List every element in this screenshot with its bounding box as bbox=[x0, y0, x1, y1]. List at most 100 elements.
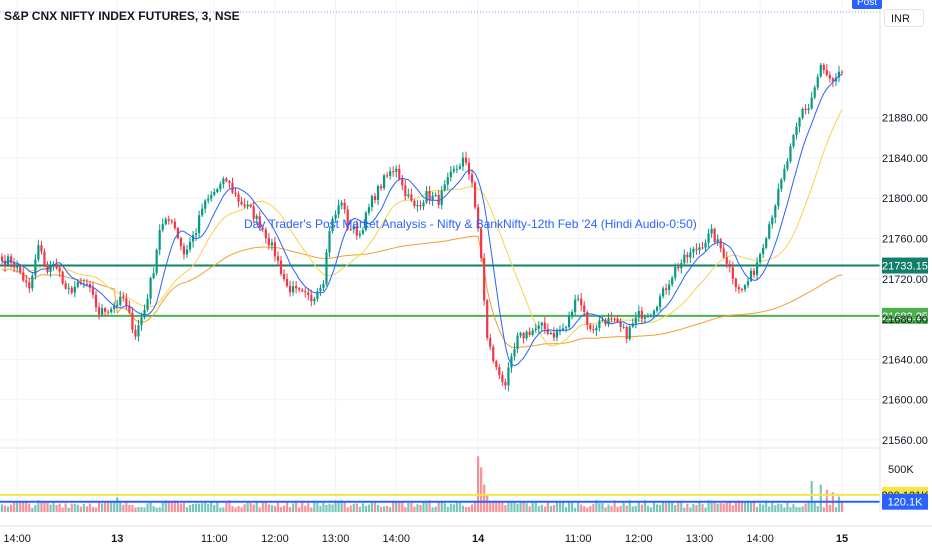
candle bbox=[592, 324, 595, 334]
candle bbox=[725, 251, 728, 269]
volume-bar bbox=[549, 506, 552, 512]
candle bbox=[777, 183, 780, 210]
price-tick-label: 21560.00 bbox=[882, 435, 928, 447]
volume-bar bbox=[85, 506, 89, 512]
volume-bar bbox=[210, 502, 213, 512]
volume-bar bbox=[658, 504, 662, 512]
candle bbox=[216, 187, 219, 194]
volume-bar bbox=[583, 506, 586, 512]
candle bbox=[765, 236, 768, 250]
volume-bar bbox=[492, 501, 495, 512]
price-tick-label: 21760.00 bbox=[882, 234, 928, 246]
candle bbox=[234, 187, 237, 197]
candle bbox=[201, 203, 204, 218]
candle bbox=[110, 306, 113, 315]
candle bbox=[425, 186, 428, 205]
volume-bar bbox=[674, 505, 677, 512]
candle bbox=[480, 227, 483, 262]
volume-bar bbox=[355, 503, 358, 512]
volume-bar bbox=[313, 500, 316, 512]
candle bbox=[167, 215, 170, 225]
candle bbox=[680, 259, 683, 274]
volume-bar bbox=[0, 504, 4, 512]
volume-bar bbox=[370, 502, 374, 512]
chart-annotation[interactable]: Day Trader's Post Market Analysis - Nift… bbox=[244, 217, 697, 231]
candle bbox=[789, 143, 792, 164]
candle bbox=[752, 267, 756, 279]
candle bbox=[574, 294, 577, 317]
volume-bar bbox=[22, 501, 25, 512]
volume-pane: 500K250K200.121K120.1K bbox=[0, 447, 929, 512]
candle bbox=[46, 261, 49, 275]
volume-bar bbox=[343, 500, 346, 512]
volume-bar bbox=[125, 500, 128, 512]
candle bbox=[531, 327, 534, 337]
candle bbox=[188, 237, 192, 253]
volume-bar bbox=[631, 506, 634, 512]
volume-bar bbox=[522, 502, 525, 512]
candle bbox=[104, 306, 107, 316]
volume-bar bbox=[710, 500, 713, 512]
volume-bar bbox=[79, 506, 82, 512]
candle bbox=[270, 238, 273, 251]
candle bbox=[540, 321, 543, 331]
candle bbox=[76, 280, 79, 289]
volume-bar bbox=[722, 503, 725, 512]
candle bbox=[668, 280, 671, 296]
volume-bar bbox=[470, 504, 474, 512]
candle bbox=[707, 228, 710, 248]
price-tick-label: 21600.00 bbox=[882, 395, 928, 407]
volume-bar bbox=[107, 501, 110, 512]
candle bbox=[710, 224, 713, 238]
candle bbox=[655, 305, 659, 313]
candle bbox=[458, 163, 462, 170]
candle bbox=[443, 180, 446, 192]
volume-bar bbox=[167, 500, 170, 512]
candle bbox=[0, 253, 4, 265]
candle bbox=[34, 254, 37, 280]
candle bbox=[813, 85, 816, 100]
volume-bar bbox=[616, 506, 619, 512]
volume-bar bbox=[443, 502, 446, 512]
volume-bar bbox=[228, 500, 231, 512]
volume-bar bbox=[589, 505, 592, 512]
price-tick-label: 21800.00 bbox=[882, 193, 928, 205]
volume-bar bbox=[128, 504, 131, 512]
volume-bar bbox=[455, 501, 458, 512]
volume-bar bbox=[680, 502, 683, 512]
candle bbox=[288, 280, 292, 297]
volume-bar bbox=[246, 502, 249, 512]
volume-bar bbox=[458, 502, 462, 512]
volume-bar bbox=[307, 503, 310, 512]
volume-bar bbox=[771, 502, 774, 512]
volume-bar bbox=[483, 484, 486, 512]
volume-bar bbox=[683, 507, 686, 512]
candle bbox=[683, 249, 686, 267]
currency-button[interactable]: INR bbox=[884, 9, 924, 27]
volume-bar bbox=[746, 501, 750, 512]
candle bbox=[589, 323, 592, 332]
volume-bar bbox=[288, 507, 292, 512]
candle bbox=[243, 198, 246, 209]
candle bbox=[552, 327, 556, 341]
volume-bar bbox=[604, 507, 607, 512]
volume-bar bbox=[640, 504, 643, 512]
candle bbox=[116, 299, 119, 308]
volume-bar bbox=[501, 502, 504, 512]
candle bbox=[310, 289, 313, 307]
volume-bar bbox=[237, 506, 240, 512]
volume-bar bbox=[461, 505, 465, 512]
volume-bar bbox=[152, 506, 155, 512]
volume-bar bbox=[249, 502, 252, 512]
volume-bar bbox=[76, 504, 79, 512]
volume-bar bbox=[498, 501, 501, 512]
volume-bar bbox=[261, 501, 264, 512]
candle bbox=[686, 251, 689, 264]
candle bbox=[43, 248, 46, 268]
candle bbox=[613, 317, 616, 323]
candle bbox=[755, 257, 759, 281]
candle bbox=[416, 199, 419, 212]
volume-bar bbox=[179, 503, 183, 512]
candlesticks bbox=[0, 62, 844, 392]
